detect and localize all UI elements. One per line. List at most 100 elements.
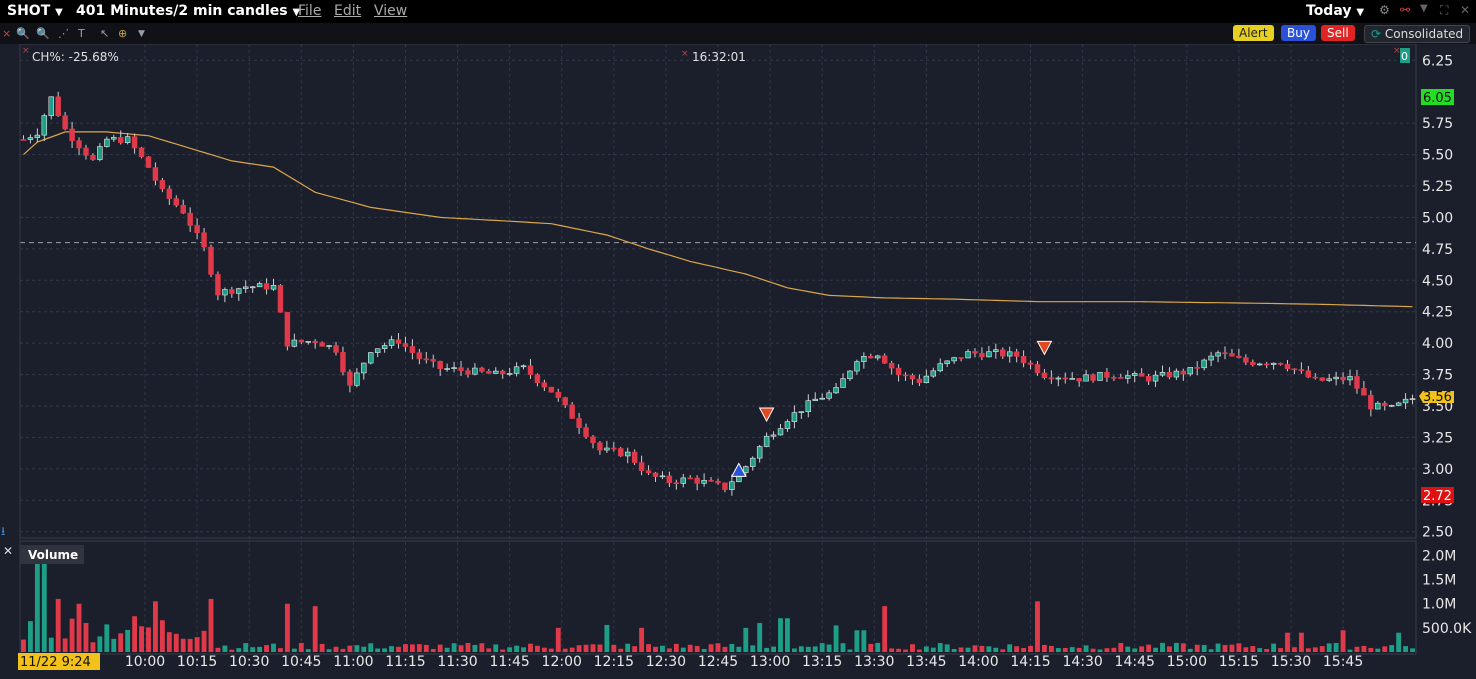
period-selector[interactable]: 401 Minutes/2 min candles ▼ [76,3,301,19]
x-tick-label: 14:00 [958,654,998,670]
zoom-in-icon[interactable]: 🔍 [16,27,30,40]
candle-body [368,352,374,364]
close-icon[interactable]: × [1393,46,1401,56]
candle-body [708,480,714,482]
close-icon[interactable]: × [2,27,12,40]
x-tick-label: 15:30 [1271,654,1311,670]
sell-button[interactable]: Sell [1321,25,1355,41]
volume-bar [1347,649,1353,652]
candle-body [284,312,291,347]
volume-bar [319,643,325,652]
volume-bar [986,646,992,652]
x-tick-label: 13:15 [802,654,842,670]
volume-bar [1243,647,1249,652]
candle-body [541,382,548,388]
candle-body [381,345,388,350]
candle-body [472,367,478,375]
candle-body [416,352,423,360]
volume-bar [833,625,839,652]
candle-body [1284,364,1291,370]
expand-icon[interactable]: ⛶ [1440,3,1449,17]
chevron-down-icon[interactable]: ▼ [1420,3,1428,14]
close-icon[interactable]: × [681,49,689,59]
volume-bar [104,624,110,652]
candle-body [1257,363,1263,366]
candle-body [916,378,923,384]
crosshair-icon[interactable]: ⊕ [118,27,128,40]
candle-body [493,370,499,374]
candle-body [90,155,96,160]
symbol-selector[interactable]: SHOT ▼ [7,3,63,19]
candle-body [770,434,777,437]
change-percent-label: CH%: -25.68% [32,50,119,64]
volume-bar [368,643,374,652]
volume-bar [1104,648,1110,652]
volume-label-box [20,545,84,564]
buy-button[interactable]: Buy [1281,25,1316,41]
chevron-down-icon[interactable]: ▼ [138,29,145,39]
close-icon[interactable]: × [22,46,30,56]
volume-bar [618,648,624,652]
candle-body [569,404,575,419]
candle-body [1361,388,1367,396]
candle-body [722,482,728,490]
route-selector[interactable]: ⟳ Consolidated [1364,25,1471,43]
link-icon[interactable]: ⚯ [1400,3,1411,17]
menu-file[interactable]: File [298,3,322,19]
volume-bar [493,644,499,652]
volume-bar [486,648,492,652]
close-icon[interactable]: ✕ [1460,3,1471,17]
volume-bar [278,648,283,652]
range-selector[interactable]: Today ▼ [1306,3,1365,19]
candle-body [666,475,673,483]
close-volume-icon[interactable]: ✕ [3,544,13,558]
candle-body [215,274,221,296]
candle-body [590,436,596,444]
volume-bar [111,638,117,652]
candle-body [277,285,284,313]
zoom-out-icon[interactable]: 🔍 [36,27,50,40]
candle-body [1076,378,1082,382]
alert-button[interactable]: Alert [1233,25,1274,41]
volume-bar [1187,648,1193,652]
bar-tool-icon[interactable]: ⭳ [1,524,5,538]
volume-bar [1368,647,1374,652]
counter-value: 0 [1401,50,1408,63]
price-volume-chart[interactable]: 6.25 5.75 5.50 5.25 5.00 4.75 4.50 4.25 4.00 3.75… [0,44,1476,679]
y-tick-label: 4.25 [1422,305,1453,321]
menu-view[interactable]: View [374,3,408,19]
volume-bar [403,644,408,652]
menu-edit[interactable]: Edit [334,3,362,19]
volume-tick-label: 500.0K [1422,621,1472,637]
volume-bar [222,645,228,652]
volume-bar [21,639,26,652]
grid [19,44,1417,655]
volume-bar [1222,644,1228,652]
candle-body [1395,402,1402,406]
candle-body [444,368,450,370]
cursor-icon[interactable]: ↖ [100,27,110,40]
candle-body [55,96,61,117]
volume-bar [569,647,575,652]
volume-bar [944,644,950,652]
candle-body [1062,377,1068,380]
volume-bar [1215,643,1221,652]
chevron-down-icon: ▼ [292,7,301,18]
candle-body [305,341,311,343]
candle-body [1020,356,1027,364]
x-tick-label: 11:45 [489,654,529,670]
volume-bar [312,606,318,652]
candle-body [854,361,860,372]
candle-body [340,352,346,373]
candle-body [263,283,270,290]
candle-body [513,366,520,374]
volume-bar [750,645,756,652]
x-tick-label: 10:30 [229,654,269,670]
draw-lines-icon[interactable]: ⋰ [58,27,69,40]
volume-bar [937,643,943,652]
volume-bar [118,633,124,652]
text-icon[interactable]: T [78,27,85,40]
candle-body [180,204,186,214]
gear-icon[interactable]: ⚙ [1379,3,1390,17]
y-tick-label: 2.50 [1422,525,1453,541]
